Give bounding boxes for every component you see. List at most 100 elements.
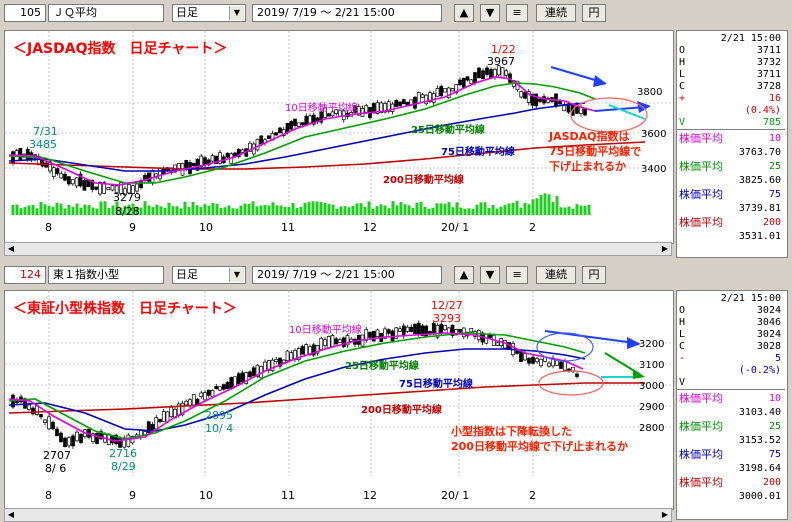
volume-bar [279, 205, 283, 215]
volume-bar [87, 205, 91, 215]
small-cap-scrollbar[interactable]: ◀ ▶ [4, 508, 672, 522]
candle-body [546, 97, 550, 103]
ma10-info-value: 3103.40 [738, 407, 781, 418]
yen-button[interactable]: 円 [582, 266, 606, 284]
volume-bar [535, 198, 539, 215]
range-field[interactable]: 2019/ 7/19 〜 2/21 15:00 [252, 4, 442, 22]
small-cap-ellipse-lower [538, 370, 604, 396]
continuous-button[interactable]: 連続 [536, 266, 576, 284]
volume-bar [283, 206, 287, 215]
volume-bar [331, 204, 335, 215]
volume-bar [327, 203, 331, 215]
volume-bar [491, 205, 495, 215]
period-select[interactable]: 日足 ▼ [172, 266, 246, 284]
info-vol-key: V [679, 117, 686, 128]
ma25-label: 25日移動平均線 [345, 359, 419, 372]
candle-body [439, 323, 444, 333]
scroll-up-button[interactable]: ▲ [454, 4, 474, 22]
code-field[interactable]: 105 [4, 4, 46, 22]
candle-body [274, 358, 279, 363]
menu-button[interactable]: ≡ [506, 4, 528, 22]
candle-body [338, 339, 342, 343]
candle-body [496, 65, 501, 76]
volume-bar [267, 205, 271, 215]
volume-bar [551, 201, 555, 215]
candle-body [450, 88, 455, 92]
volume-bar [359, 203, 363, 215]
scroll-left-icon[interactable]: ◀ [7, 510, 15, 519]
info-close: 3728 [756, 81, 781, 92]
volume-bar [151, 207, 155, 215]
candle-body [319, 337, 324, 350]
volume-bar [227, 205, 231, 215]
candle-body [293, 118, 297, 126]
y-tick: 3400 [641, 164, 666, 175]
period-select[interactable]: 日足 ▼ [172, 4, 246, 22]
candle-body [102, 182, 107, 194]
candle-body [123, 188, 127, 196]
menu-button[interactable]: ≡ [506, 266, 528, 284]
volume-bar [355, 203, 359, 215]
scroll-left-icon[interactable]: ◀ [7, 244, 15, 253]
candle-body [285, 123, 290, 133]
candle-body [386, 329, 391, 334]
volume-bar [291, 203, 295, 215]
volume-bar [23, 207, 27, 215]
candle-body [139, 180, 143, 189]
chevron-down-icon[interactable]: ▼ [229, 6, 244, 20]
ma25-info-period: 25 [768, 421, 781, 432]
volume-bar [39, 201, 43, 215]
jasdaq-chart-svg: 3800 3600 3400 ＜JASDAQ指数 日足チャート＞ 1/22 39… [5, 31, 673, 234]
range-field[interactable]: 2019/ 7/19 〜 2/21 15:00 [252, 266, 442, 284]
volume-bar [31, 204, 35, 215]
scroll-down-button[interactable]: ▼ [480, 266, 500, 284]
info-change-pct: (-0.2%) [738, 365, 781, 376]
scroll-down-button[interactable]: ▼ [480, 4, 500, 22]
candle-body [477, 67, 481, 79]
candle-body [416, 322, 421, 335]
volume-bar [335, 208, 339, 215]
volume-bar [83, 204, 87, 215]
yen-button[interactable]: 円 [582, 4, 606, 22]
info-low: 3024 [756, 329, 781, 340]
volume-bar [371, 208, 375, 215]
volume-bar [343, 206, 347, 215]
candle-body [443, 88, 447, 93]
info-volume: 785 [762, 117, 781, 128]
volume-bar [571, 208, 575, 215]
candle-body [67, 176, 71, 185]
volume-bar [231, 208, 235, 215]
candle-body [323, 339, 327, 346]
volume-bar [19, 208, 23, 215]
volume-bar [315, 201, 319, 215]
chevron-down-icon[interactable]: ▼ [229, 268, 244, 282]
volume-bar [443, 203, 447, 215]
volume-bar [451, 207, 455, 215]
volume-bar [303, 202, 307, 215]
volume-bar [567, 206, 571, 215]
candle-body [413, 323, 417, 335]
volume-bar [199, 207, 203, 215]
continuous-button[interactable]: 連続 [536, 4, 576, 22]
x-tick: 12 [363, 489, 377, 502]
scroll-up-button[interactable]: ▲ [454, 266, 474, 284]
candle-body [114, 434, 119, 445]
volume-bar [479, 202, 483, 215]
volume-bar [523, 202, 527, 215]
candle-body [500, 67, 505, 79]
name-field[interactable]: 東１指数小型 [48, 266, 164, 284]
scroll-right-icon[interactable]: ▶ [661, 244, 669, 253]
volume-bar [167, 202, 171, 215]
candle-body [225, 382, 230, 389]
code-field[interactable]: 124 [4, 266, 46, 284]
volume-bar [299, 206, 303, 215]
jasdaq-scrollbar[interactable]: ◀ ▶ [4, 242, 672, 256]
candle-body [236, 149, 241, 158]
candle-body [334, 338, 339, 345]
candle-body [390, 103, 395, 112]
name-field[interactable]: ＪＱ平均 [48, 4, 164, 22]
info-key: O [679, 45, 686, 56]
volume-bar [455, 202, 459, 215]
ma200-info-label: 株価平均 [679, 216, 723, 229]
scroll-right-icon[interactable]: ▶ [661, 510, 669, 519]
